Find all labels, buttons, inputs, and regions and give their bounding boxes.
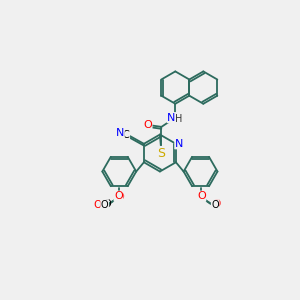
Text: O: O — [114, 191, 123, 201]
Text: O: O — [103, 199, 111, 209]
Text: O: O — [115, 192, 124, 202]
Text: O: O — [212, 200, 219, 210]
Text: H: H — [176, 114, 183, 124]
Text: O: O — [196, 192, 205, 202]
Text: O: O — [197, 191, 206, 201]
Text: O: O — [213, 199, 221, 209]
Text: C: C — [123, 130, 130, 140]
Text: N: N — [116, 128, 124, 138]
Text: N: N — [175, 139, 183, 149]
Text: N: N — [167, 112, 175, 123]
Text: O: O — [101, 200, 108, 210]
Text: O: O — [101, 200, 108, 210]
Text: S: S — [158, 146, 166, 160]
Text: O: O — [143, 119, 152, 130]
Text: O: O — [94, 200, 102, 210]
